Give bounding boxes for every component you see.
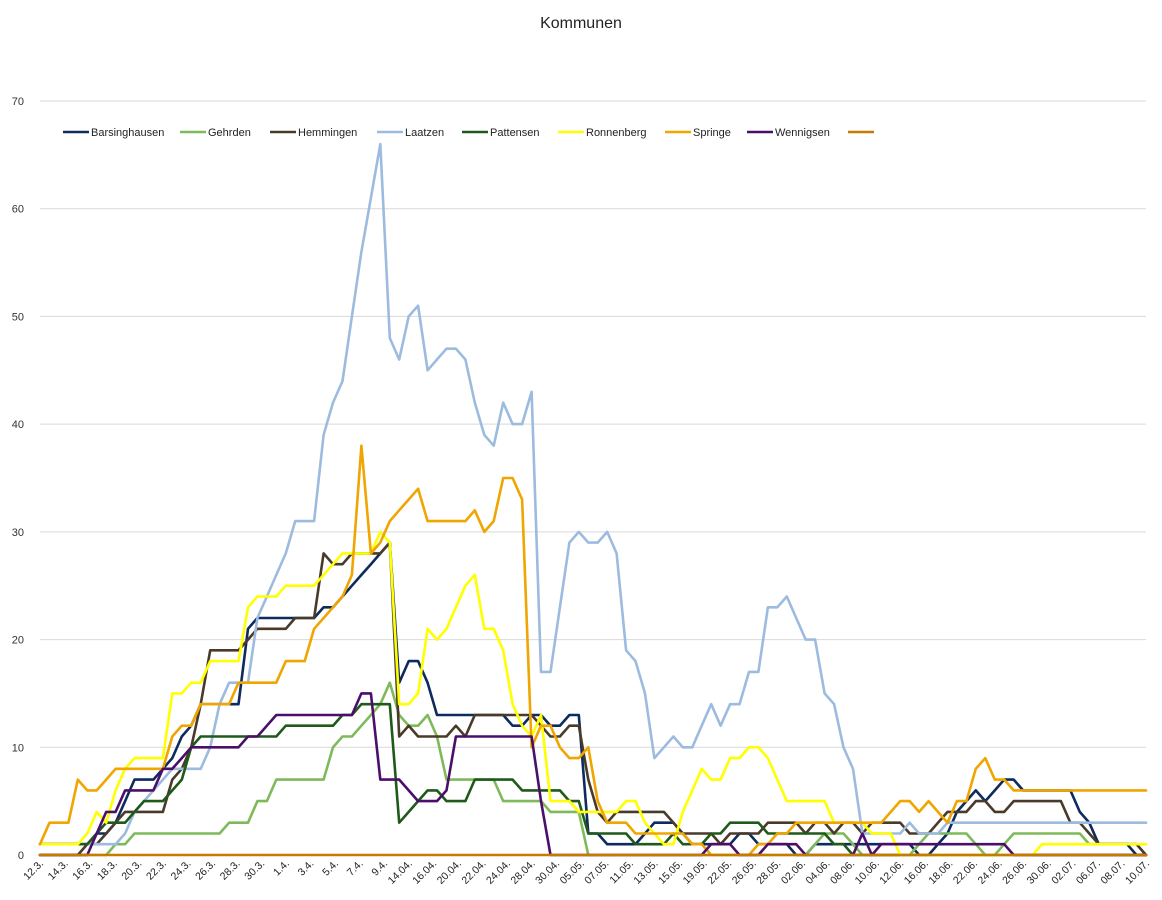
legend-label: Ronnenberg: [586, 127, 647, 139]
x-tick-label: 22.04.: [459, 858, 488, 887]
legend-label: Wennigsen: [775, 127, 830, 139]
x-tick-label: 04.06.: [803, 858, 832, 887]
x-tick-label: 24.3.: [169, 858, 194, 883]
x-tick-label: 28.05.: [754, 858, 783, 887]
x-tick-label: 30.04.: [533, 858, 562, 887]
x-tick-label: 1.4.: [271, 858, 292, 879]
series-line-ronnenberg: [38, 530, 1148, 857]
x-tick-label: 26.3.: [193, 858, 218, 883]
x-tick-label: 28.3.: [218, 858, 243, 883]
series-line-barsinghausen: [38, 541, 1148, 857]
x-tick-label: 3.4.: [296, 858, 317, 879]
x-tick-label: 08.06.: [828, 858, 857, 887]
y-tick-label: 20: [12, 635, 24, 647]
x-tick-label: 14.3.: [46, 858, 71, 883]
chart-title: Kommunen: [540, 15, 622, 32]
x-axis-labels: 12.3. 14.3. 16.3. 18.3. 20.3. 22.3. 24.3. 26.3.…: [21, 858, 1152, 887]
x-tick-label: 9.4.: [369, 858, 390, 879]
x-tick-label: 08.07.: [1098, 858, 1127, 887]
y-tick-label: 30: [12, 527, 24, 539]
x-tick-label: 02.07.: [1049, 858, 1078, 887]
x-tick-label: 30.3.: [242, 858, 267, 883]
x-tick-label: 14.04.: [386, 858, 415, 887]
x-tick-label: 22.3.: [144, 858, 169, 883]
legend-label: Pattensen: [490, 127, 540, 139]
x-tick-label: 02.06.: [779, 858, 808, 887]
x-tick-label: 24.06.: [976, 858, 1005, 887]
x-tick-label: 11.05.: [607, 858, 636, 887]
y-tick-label: 0: [18, 850, 24, 862]
x-tick-label: 07.05.: [582, 858, 611, 887]
series-line-springe: [38, 444, 1148, 857]
x-tick-label: 7.4.: [345, 858, 366, 879]
legend-label: Springe: [693, 127, 731, 139]
x-tick-label: 06.07.: [1074, 858, 1103, 887]
x-tick-label: 26.05.: [730, 858, 759, 887]
x-tick-label: 10.06.: [853, 858, 882, 887]
x-tick-label: 24.04.: [484, 858, 513, 887]
x-tick-label: 22.06.: [951, 858, 980, 887]
x-tick-label: 22.05.: [705, 858, 734, 887]
x-tick-label: 05.05.: [558, 858, 587, 887]
x-tick-label: 16.06.: [902, 858, 931, 887]
x-tick-label: 10.07.: [1123, 858, 1152, 887]
x-tick-label: 30.06.: [1025, 858, 1054, 887]
x-tick-label: 12.06.: [877, 858, 906, 887]
series-layer: [38, 142, 1148, 857]
y-tick-label: 50: [12, 311, 24, 323]
legend-label: Laatzen: [405, 127, 444, 139]
legend-label: Barsinghausen: [91, 127, 164, 139]
x-tick-label: 5.4.: [320, 858, 341, 879]
series-line-laatzen: [38, 142, 1148, 846]
x-tick-label: 18.3.: [95, 858, 120, 883]
y-tick-label: 40: [12, 419, 24, 431]
grid-layer: 0 10 20 30 40 50 60 70: [12, 96, 1146, 862]
x-tick-label: 18.06.: [926, 858, 955, 887]
y-tick-label: 60: [12, 204, 24, 216]
x-tick-label: 19.05.: [681, 858, 710, 887]
x-tick-label: 12.3.: [21, 858, 46, 883]
x-tick-label: 16.04.: [410, 858, 439, 887]
y-tick-label: 10: [12, 742, 24, 754]
x-tick-label: 20.04.: [435, 858, 464, 887]
x-tick-label: 16.3.: [70, 858, 95, 883]
x-tick-label: 26.06.: [1000, 858, 1029, 887]
y-tick-label: 70: [12, 96, 24, 108]
legend-label: Hemmingen: [298, 127, 357, 139]
legend-label: Gehrden: [208, 127, 251, 139]
x-tick-label: 20.3.: [119, 858, 144, 883]
legend: Barsinghausen Gehrden Hemmingen Laatzen Patt…: [63, 127, 874, 139]
x-tick-label: 15.05.: [656, 858, 685, 887]
series-line-hemmingen: [38, 541, 1148, 857]
x-tick-label: 13.05.: [631, 858, 660, 887]
x-tick-label: 28.04.: [509, 858, 538, 887]
